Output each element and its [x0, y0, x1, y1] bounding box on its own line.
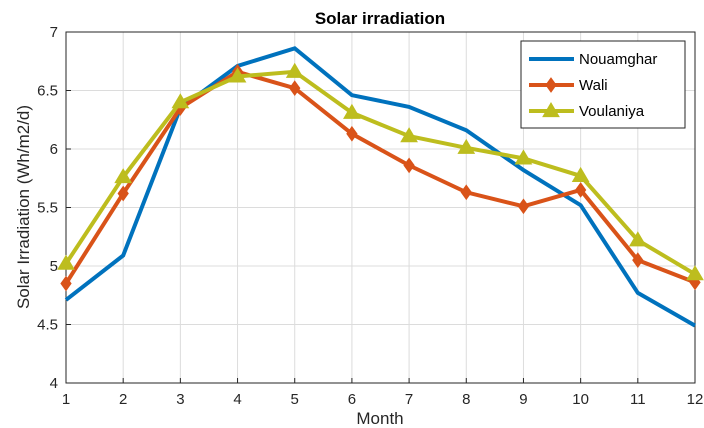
data-point-marker	[628, 231, 647, 247]
data-point-marker	[285, 62, 304, 78]
legend-label: Voulaniya	[579, 103, 645, 120]
legend: Nouamghar Wali Voulaniya	[520, 40, 686, 129]
y-tick-label: 6.5	[37, 83, 58, 100]
data-point-marker	[403, 157, 415, 174]
data-point-marker	[514, 149, 533, 165]
data-point-marker	[571, 166, 590, 183]
data-point-marker	[632, 252, 644, 269]
data-point-marker	[460, 184, 472, 201]
y-tick-label: 4	[50, 375, 58, 392]
x-tick-label: 6	[348, 391, 356, 408]
legend-entry: Wali	[529, 77, 608, 94]
data-point-marker	[343, 103, 361, 119]
legend-marker	[542, 102, 560, 118]
y-tick-label: 5	[50, 258, 58, 275]
chart-title: Solar irradiation	[315, 9, 445, 28]
x-axis-label: Month	[356, 409, 403, 428]
x-tick-label: 4	[233, 391, 241, 408]
x-axis-ticks: 1 2 3 4 5 6 7 8 9 10 11 12	[62, 378, 704, 408]
data-point-marker	[517, 198, 530, 215]
series-line	[64, 69, 697, 276]
legend-label: Nouamghar	[579, 51, 657, 68]
data-point-marker	[114, 168, 133, 184]
data-point-marker	[346, 125, 358, 142]
legend-marker	[545, 77, 557, 93]
series-line	[64, 69, 696, 285]
data-point-marker	[57, 254, 75, 270]
x-tick-label: 1	[62, 391, 70, 408]
x-tick-label: 7	[405, 391, 413, 408]
legend-label: Wali	[579, 77, 608, 94]
x-tick-label: 10	[572, 391, 589, 408]
data-point-marker	[289, 80, 301, 97]
y-tick-label: 4.5	[37, 317, 58, 334]
y-tick-label: 6	[50, 141, 58, 158]
data-point-marker	[171, 93, 190, 109]
x-tick-label: 5	[291, 391, 299, 408]
data-point-marker	[60, 275, 72, 292]
series-line	[64, 46, 696, 328]
y-tick-label: 7	[50, 24, 58, 41]
data-point-marker	[574, 182, 587, 198]
legend-entry: Nouamghar	[529, 51, 657, 68]
x-tick-label: 8	[462, 391, 470, 408]
data-series	[57, 46, 704, 328]
x-tick-label: 2	[119, 391, 127, 408]
series-nouamghar	[64, 46, 696, 328]
series-voulaniya	[57, 62, 704, 281]
legend-entry: Voulaniya	[529, 102, 645, 120]
x-tick-label: 3	[176, 391, 184, 408]
data-point-marker	[228, 67, 247, 83]
y-axis-ticks: 4 4.5 5 5.5 6 6.5 7	[37, 24, 71, 392]
data-point-marker	[686, 265, 704, 281]
x-tick-label: 11	[630, 391, 646, 408]
y-axis-label: Solar Irradiation (Wh/m2/d)	[14, 105, 33, 309]
y-tick-label: 5.5	[37, 200, 58, 217]
data-point-marker	[400, 127, 418, 143]
x-tick-label: 9	[519, 391, 527, 408]
data-point-marker	[117, 185, 129, 202]
data-point-marker	[457, 138, 476, 154]
x-tick-label: 12	[687, 391, 704, 408]
